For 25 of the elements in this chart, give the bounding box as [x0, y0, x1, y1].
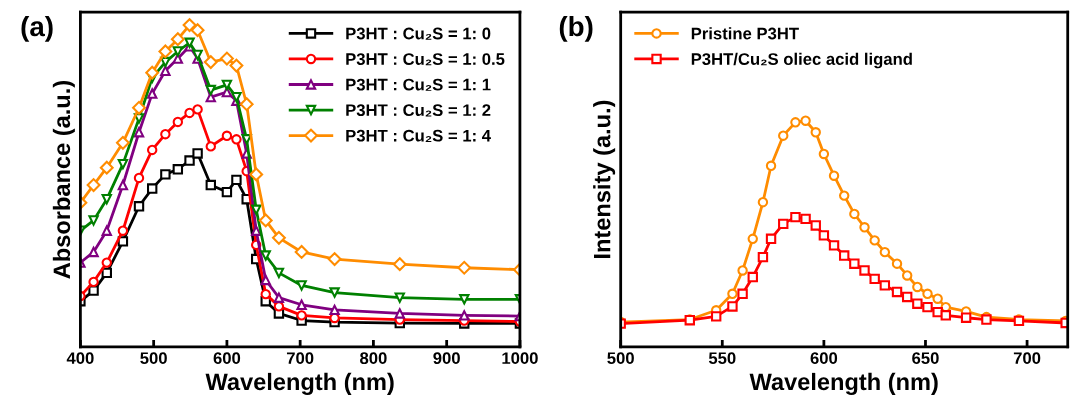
y-axis-title: Intensity (a.u.)	[593, 100, 616, 258]
legend-label: P3HT : Cu₂S = 1: 4	[346, 129, 491, 142]
legend-label: P3HT : Cu₂S = 1: 0	[346, 27, 491, 40]
y-axis-title: Absorbance (a.u.)	[52, 81, 75, 279]
legend-label: Pristine P3HT	[691, 27, 799, 40]
x-tick-label: 600	[213, 352, 241, 365]
x-tick-label: 700	[286, 352, 314, 365]
legend-label: P3HT : Cu₂S = 1: 1	[346, 78, 491, 91]
legend-label: P3HT : Cu₂S = 1: 0.5	[346, 53, 505, 66]
chart-title: (a)	[21, 15, 53, 42]
x-tick-label: 600	[810, 352, 838, 365]
x-tick-label: 650	[912, 352, 939, 365]
x-tick-label: 500	[607, 352, 634, 365]
x-axis-title: Wavelength (nm)	[205, 372, 394, 395]
x-tick-label: 400	[66, 352, 94, 365]
x-tick-label: 800	[360, 352, 387, 365]
x-tick-label: 700	[1013, 352, 1041, 365]
x-tick-label: 900	[433, 352, 460, 365]
legend-label: P3HT/Cu₂S oliec acid ligand	[691, 52, 912, 69]
x-tick-label: 1000	[502, 352, 538, 365]
x-tick-label: 550	[708, 352, 736, 365]
x-axis-title: Wavelength (nm)	[749, 372, 938, 395]
legend-label: P3HT : Cu₂S = 1: 2	[346, 104, 491, 117]
chart-title: (b)	[559, 15, 593, 42]
x-tick-label: 500	[140, 352, 167, 365]
